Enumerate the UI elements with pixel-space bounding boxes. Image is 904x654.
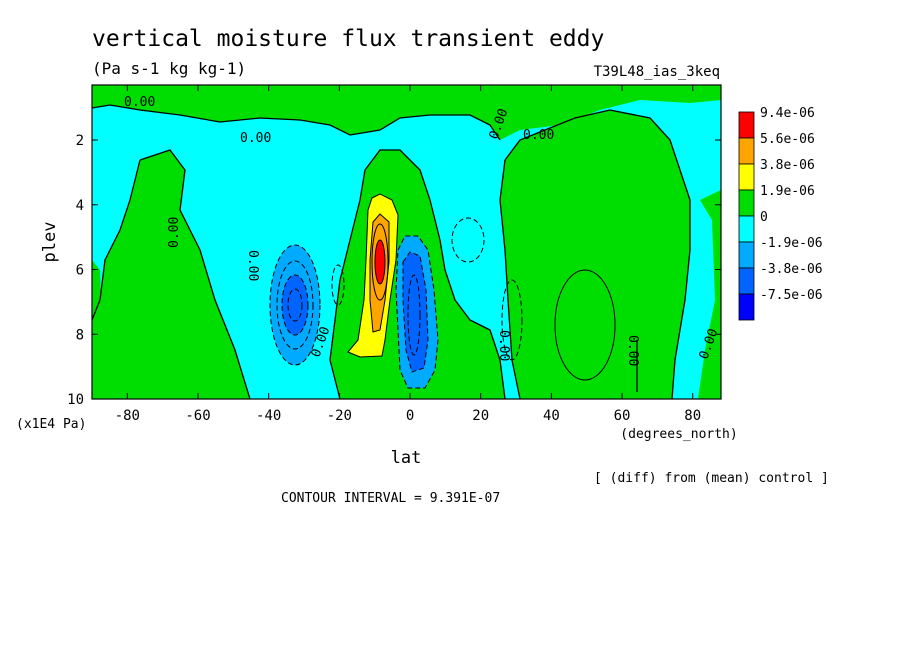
x-tick-label: 0 [406,408,414,424]
x-tick-label: -20 [327,408,352,424]
plot-area: 0.00 0.00 0.00 0.00 0.00 0.00 0.00 0.00 … [92,85,721,399]
x-axis: -80 -60 -40 -20 0 20 40 60 80 [115,85,701,424]
contour-interval: CONTOUR INTERVAL = 9.391E-07 [281,491,500,506]
plot-frame [91,84,722,400]
negative-column-core [403,252,428,372]
positive-region-sh [92,150,250,399]
contour-label: 0.00 [167,217,182,248]
x-tick-label: -40 [256,408,281,424]
positive-region-top [92,85,721,140]
colorbar-label: 3.8e-06 [760,158,815,173]
y-axis-label: plev [40,222,60,263]
x-tick-label: 40 [543,408,560,424]
negative-contours [269,217,523,389]
run-label: T39L48_ias_3keq [594,64,720,80]
y-tick-label: 2 [76,133,84,149]
colorbar-swatch [738,293,755,321]
y-tick-label: 4 [76,198,84,214]
colorbar-label: 9.4e-06 [760,106,815,121]
colorbar-swatch [738,241,755,269]
positive-contours [347,193,616,381]
colorbar-label: 1.9e-06 [760,184,815,199]
colorbar-swatch [738,163,755,191]
x-tick-label: 80 [684,408,701,424]
colorbar-swatch [738,189,755,217]
y-axis-units: (x1E4 Pa) [16,417,86,432]
contour-label: 0.00 [523,128,554,143]
colorbar-label: 0 [760,210,768,225]
chart-units: (Pa s-1 kg kg-1) [92,59,246,78]
colorbar: 9.4e-06 5.6e-06 3.8e-06 1.9e-06 0 -1.9e-06 -3.… [738,106,823,321]
colorbar-swatch [738,215,755,243]
x-tick-label: -60 [185,408,210,424]
positive-column-peak [375,240,385,284]
footnote: [ (diff) from (mean) control ] [594,471,829,486]
y-tick-label: 10 [67,392,84,408]
y-axis: 2 4 6 8 10 [67,133,721,408]
colorbar-swatch [738,267,755,295]
colorbar-label: -1.9e-06 [760,236,823,251]
contour-label: 0.00 [625,335,640,366]
contour-label: 0.00 [245,250,260,281]
colorbar-label: -7.5e-06 [760,288,823,303]
colorbar-label: 5.6e-06 [760,132,815,147]
colorbar-swatch [738,111,755,139]
contour-label: 0.00 [124,95,155,110]
zero-contours [92,104,691,399]
positive-region-left-edge [92,260,102,399]
contour-label: 0.00 [496,330,511,361]
positive-region-right-edge [698,190,721,399]
x-tick-label: 60 [614,408,631,424]
colorbar-swatch [738,137,755,165]
positive-region-nh [500,110,690,399]
x-tick-label: -80 [115,408,140,424]
chart-title: vertical moisture flux transient eddy [92,26,604,52]
contour-label: 0.00 [240,131,271,146]
y-tick-label: 8 [76,327,84,343]
x-tick-label: 20 [472,408,489,424]
colorbar-label: -3.8e-06 [760,262,823,277]
x-axis-label: lat [391,448,422,468]
y-tick-label: 6 [76,263,84,279]
x-axis-units: (degrees_north) [620,427,737,442]
negative-lobe-sh-core [282,275,308,335]
